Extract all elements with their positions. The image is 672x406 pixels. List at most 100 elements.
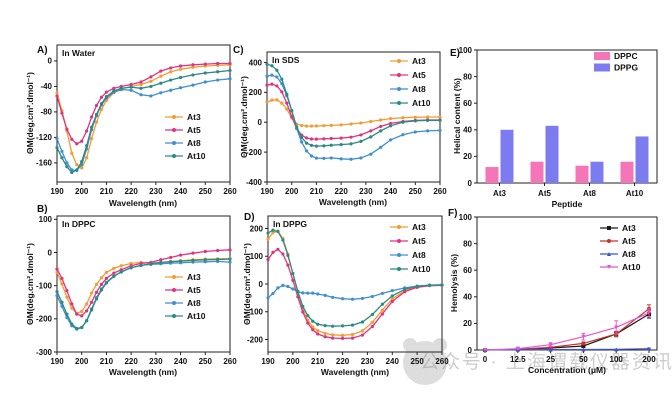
y-tick-label: 100 [39,215,53,224]
bar-DPPC-At10 [620,161,634,183]
data-point-marker [323,331,327,336]
legend-marker-At5 [607,239,611,243]
data-point-marker [301,310,305,314]
data-point-marker [380,302,384,306]
legend-swatch-DPPC [594,52,610,60]
series-line-At5 [56,62,230,145]
data-point-marker [169,70,173,74]
data-point-marker [401,120,405,124]
data-point-marker [275,68,279,72]
data-point-marker [281,283,285,287]
data-point-marker [99,102,104,106]
data-point-marker [379,124,383,129]
data-point-marker [304,149,309,153]
data-point-marker [291,287,295,291]
data-point-marker [331,324,335,328]
data-point-marker [370,324,374,329]
data-point-marker [149,94,153,98]
data-point-marker [280,101,284,105]
legend-label: At8 [412,84,426,94]
data-point-marker [139,82,143,87]
data-point-marker [291,271,295,276]
x-tick-label: 230 [359,187,373,196]
x-tick-label: 210 [311,357,325,366]
data-point-marker [360,296,365,301]
data-point-marker [614,325,619,330]
data-point-marker [329,123,333,127]
y-axis-label: Helical content (%) [452,78,462,154]
data-point-marker [379,118,383,122]
legend-label: At10 [187,311,206,321]
data-point-marker [85,129,89,133]
legend: At3 At5 At8 At10 [165,112,206,161]
y-tick-label: 0 [48,248,53,257]
data-point-marker [306,291,310,295]
data-point-marker [112,266,116,271]
data-point-marker [191,65,195,69]
legend-label: DPPG [614,63,638,73]
data-point-marker [413,130,417,134]
data-point-marker [322,144,326,148]
x-axis-label: Wavelength (nm) [319,197,387,207]
x-tick-label: 25 [546,355,555,364]
x-axis-label: Peptide [552,199,583,209]
data-point-marker [426,129,430,133]
data-point-marker [159,91,163,95]
data-point-marker [483,348,487,352]
data-point-marker [304,136,309,140]
legend-label: At10 [412,264,431,274]
data-point-marker [350,332,355,337]
data-point-marker [390,289,394,293]
data-point-marker [369,152,373,156]
x-tick-label: 260 [435,357,449,366]
data-point-marker [90,115,94,119]
data-point-marker [301,304,305,309]
data-point-marker [119,86,123,90]
data-point-marker [203,62,207,66]
x-tick-label: 240 [386,357,400,366]
data-point-marker [129,266,133,270]
legend-marker-At8 [607,252,611,256]
data-point-marker [99,276,104,280]
data-point-marker [413,119,417,123]
data-point-marker [75,326,79,331]
data-point-marker [94,112,99,117]
data-point-marker [304,141,309,145]
data-point-marker [360,333,365,337]
data-point-marker [581,347,586,352]
data-point-marker [306,314,310,318]
data-point-marker [80,139,84,143]
legend-marker-At5 [172,128,176,132]
data-point-marker [390,294,394,298]
bar-DPPC-At5 [530,161,544,183]
data-point-marker [191,251,195,255]
data-point-marker [159,69,163,73]
data-point-marker [80,309,84,314]
x-tick-label: 230 [149,187,163,196]
y-tick-label: -80 [40,108,52,117]
bar-DPPG-At10 [635,136,649,183]
y-tick-label: -40 [40,82,52,91]
data-point-marker [331,295,335,299]
panel-title: In DPPG [273,219,307,229]
data-point-marker [275,75,279,79]
data-point-marker [119,264,123,268]
data-point-marker [149,75,153,79]
legend-label: At3 [187,112,201,122]
data-point-marker [149,262,153,266]
data-point-marker [581,344,586,349]
data-point-marker [203,80,207,84]
data-point-marker [216,61,220,66]
series-line-At5 [267,248,443,340]
data-point-marker [276,229,280,234]
panel-label-F: F) [448,208,457,219]
x-tick-label: 220 [124,187,138,196]
data-point-marker [75,168,79,172]
legend-label: At10 [412,98,431,108]
legend-marker-At5 [397,73,401,77]
series-line-At3 [56,257,231,314]
data-point-marker [55,267,59,271]
data-point-marker [309,124,314,128]
